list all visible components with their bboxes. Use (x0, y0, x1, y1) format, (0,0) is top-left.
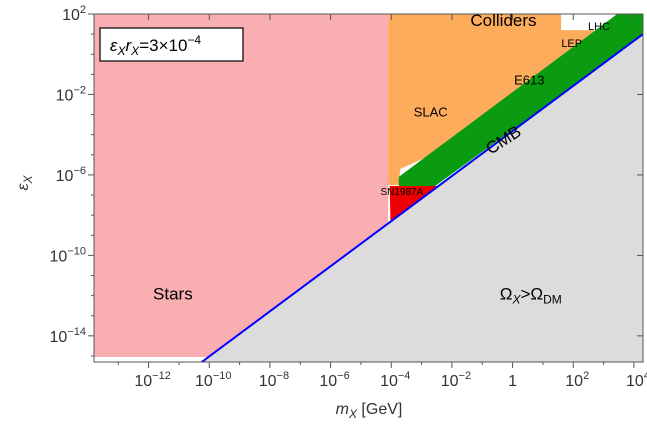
x-axis-label: mX [GeV] (336, 401, 403, 421)
label-relic: ΩX>ΩDM (500, 285, 562, 307)
annotation-box: εXrX=3×10−4 (99, 27, 244, 62)
x-tick-label: 102 (565, 370, 589, 390)
label-slac: SLAC (414, 105, 448, 120)
annotation-box-text: εXrX=3×10−4 (110, 33, 201, 58)
y-tick-label: 10−14 (50, 326, 86, 346)
label-lep: LEP (561, 38, 582, 50)
label-sn1987a: SN1987A (380, 187, 423, 198)
x-tick-label: 10−8 (259, 370, 289, 390)
y-axis-label-var: ε (15, 183, 32, 191)
x-tick-label: 10−4 (380, 370, 410, 390)
label-e613: E613 (514, 72, 544, 87)
region-sn1987a (385, 186, 440, 257)
x-tick-label: 10−6 (319, 370, 349, 390)
relic-boundary-line (201, 33, 643, 362)
region-relic (201, 34, 643, 362)
y-tick-label: 10−10 (50, 245, 86, 265)
y-axis-label-sub: X (21, 174, 35, 184)
y-tick-label: 10−2 (56, 84, 86, 104)
label-colliders: Colliders (470, 11, 536, 30)
ticks-layer: 10−12 10−10 10−8 10−6 10−4 10−2 1 102 104 102 10−2… (50, 4, 647, 390)
label-lhc: LHC (588, 21, 610, 33)
regions-layer (94, 14, 643, 362)
x-tick-label: 1 (508, 373, 517, 390)
annotation-box-frame (99, 27, 244, 62)
y-tick-label: 102 (62, 4, 86, 24)
region-cmb (398, 14, 643, 186)
x-axis-label-sub: X (348, 407, 358, 421)
y-axis-label: εX (15, 174, 35, 190)
x-axis-label-var: m (336, 401, 349, 418)
lines-layer (201, 33, 643, 362)
region-colliders (388, 14, 604, 185)
label-stars: Stars (153, 285, 193, 304)
plot-frame (93, 13, 644, 363)
region-stars (94, 14, 389, 357)
x-tick-label: 10−12 (134, 370, 170, 390)
x-axis-label-unit: [GeV] (357, 401, 402, 418)
x-tick-label: 104 (626, 370, 647, 390)
y-tick-label: 10−6 (56, 165, 86, 185)
x-tick-label: 10−10 (195, 370, 231, 390)
x-tick-label: 10−2 (441, 370, 471, 390)
